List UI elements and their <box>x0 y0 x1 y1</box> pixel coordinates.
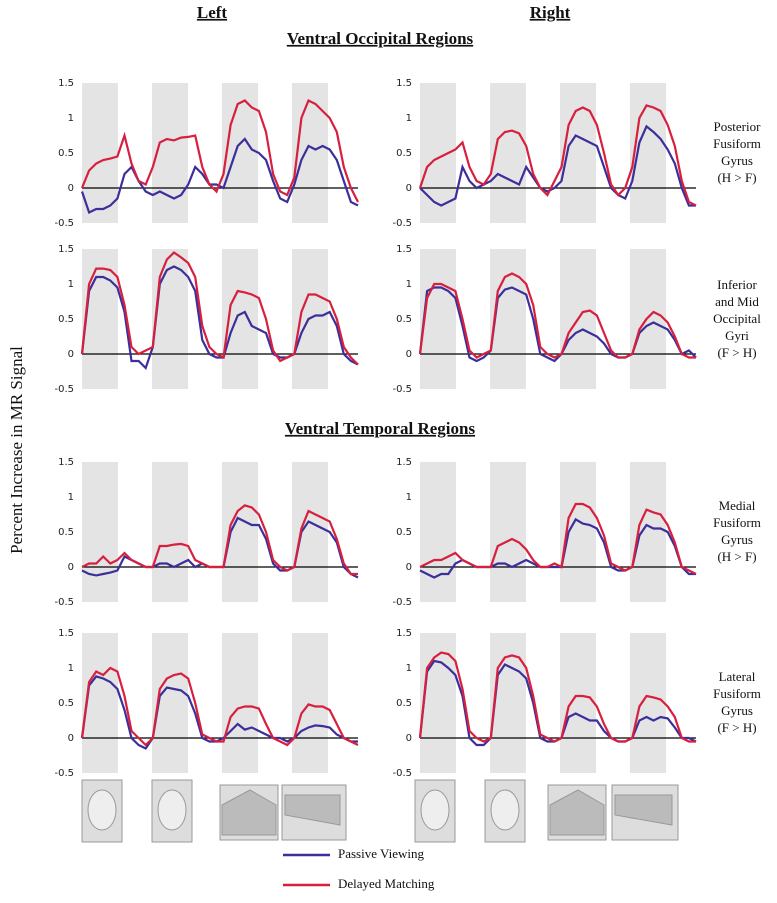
y-tick-label: 0 <box>68 562 74 573</box>
y-tick-label: -0.5 <box>392 768 412 779</box>
signal-line <box>419 502 697 575</box>
section-title: Ventral Occipital Regions <box>287 29 474 48</box>
stimulus-block <box>420 462 456 602</box>
signal-line <box>80 675 358 750</box>
signal-line <box>81 504 358 576</box>
y-tick-label: 0.5 <box>58 148 74 159</box>
region-label: Fusiform <box>713 515 761 530</box>
stimulus-block <box>152 83 188 223</box>
y-tick-label: -0.5 <box>392 384 412 395</box>
region-label: Gyrus <box>721 153 753 168</box>
y-tick-label: 1.5 <box>396 244 412 255</box>
stimulus-block <box>82 462 118 602</box>
y-tick-label: 0.5 <box>58 698 74 709</box>
region-label: (H > F) <box>717 549 756 564</box>
y-tick-label: 1.5 <box>58 244 74 255</box>
region-label: and Mid <box>715 294 759 309</box>
y-tick-label: 0 <box>406 183 412 194</box>
stimulus-block <box>82 83 118 223</box>
region-label: Fusiform <box>713 686 761 701</box>
stimulus-block <box>292 633 328 773</box>
signal-line <box>418 651 696 743</box>
y-tick-label: 1 <box>68 279 74 290</box>
y-tick-label: -0.5 <box>54 768 74 779</box>
stimulus-block <box>292 462 328 602</box>
region-label: Occipital <box>713 311 761 326</box>
y-tick-label: 1.5 <box>396 628 412 639</box>
stimulus-block <box>222 249 258 389</box>
signal-line <box>80 137 359 215</box>
section-title: Ventral Temporal Regions <box>285 419 476 438</box>
stimulus-block <box>560 633 596 773</box>
region-label: (H > F) <box>717 170 756 185</box>
region-label: Gyrus <box>721 703 753 718</box>
y-tick-label: 1.5 <box>396 78 412 89</box>
y-tick-label: -0.5 <box>54 597 74 608</box>
y-tick-label: 0 <box>406 562 412 573</box>
region-label: Medial <box>719 498 756 513</box>
y-tick-label: 1 <box>68 492 74 503</box>
stimulus-block <box>152 462 188 602</box>
y-tick-label: 0 <box>68 349 74 360</box>
stimulus-block <box>630 633 666 773</box>
signal-line <box>80 251 359 366</box>
y-tick-label: -0.5 <box>392 218 412 229</box>
stimulus-block <box>420 249 456 389</box>
y-tick-label: 0.5 <box>396 698 412 709</box>
y-tick-label: 1.5 <box>58 457 74 468</box>
y-tick-label: 0.5 <box>58 314 74 325</box>
y-tick-label: 0.5 <box>396 527 412 538</box>
stimulus-block <box>560 462 596 602</box>
signal-line <box>418 104 697 207</box>
stimulus-block <box>222 633 258 773</box>
region-label: Gyrus <box>721 532 753 547</box>
stimulus-block <box>222 462 258 602</box>
y-tick-label: 1.5 <box>396 457 412 468</box>
y-tick-label: 0 <box>68 733 74 744</box>
y-tick-label: 0 <box>68 183 74 194</box>
stimulus-block <box>630 462 666 602</box>
legend-label: Passive Viewing <box>338 846 425 861</box>
signal-line <box>418 286 697 363</box>
stimulus-block <box>490 462 526 602</box>
region-label: Fusiform <box>713 136 761 151</box>
y-tick-label: 1.5 <box>58 78 74 89</box>
column-header: Left <box>197 3 228 22</box>
y-tick-label: 0.5 <box>58 527 74 538</box>
signal-line <box>80 98 359 203</box>
y-tick-label: 0.5 <box>396 314 412 325</box>
region-label: Lateral <box>719 669 756 684</box>
y-tick-label: 1 <box>68 113 74 124</box>
y-tick-label: 1 <box>68 663 74 674</box>
signal-line <box>80 666 359 747</box>
y-tick-label: 0.5 <box>396 148 412 159</box>
stimulus-thumbnails <box>81 779 679 843</box>
y-tick-label: 0 <box>406 349 412 360</box>
stimulus-block <box>82 633 118 773</box>
stimulus-block <box>560 83 596 223</box>
y-axis-label: Percent Increase in MR Signal <box>7 346 26 554</box>
region-label: Posterior <box>714 119 762 134</box>
y-tick-label: -0.5 <box>54 218 74 229</box>
y-tick-label: -0.5 <box>392 597 412 608</box>
region-label: (F > H) <box>717 720 756 735</box>
y-tick-label: 0 <box>406 733 412 744</box>
y-tick-label: 1.5 <box>58 628 74 639</box>
stimulus-block <box>82 249 118 389</box>
y-tick-label: 1 <box>406 492 412 503</box>
signal-line <box>80 265 359 371</box>
y-tick-label: 1 <box>406 663 412 674</box>
y-tick-label: 1 <box>406 279 412 290</box>
signal-line <box>419 124 696 207</box>
region-label: Gyri <box>725 328 749 343</box>
region-label: (F > H) <box>717 345 756 360</box>
region-label: Inferior <box>717 277 757 292</box>
column-header: Right <box>530 3 571 22</box>
y-tick-label: -0.5 <box>54 384 74 395</box>
y-tick-label: 1 <box>406 113 412 124</box>
legend-label: Delayed Matching <box>338 876 435 891</box>
signal-line <box>418 272 696 359</box>
